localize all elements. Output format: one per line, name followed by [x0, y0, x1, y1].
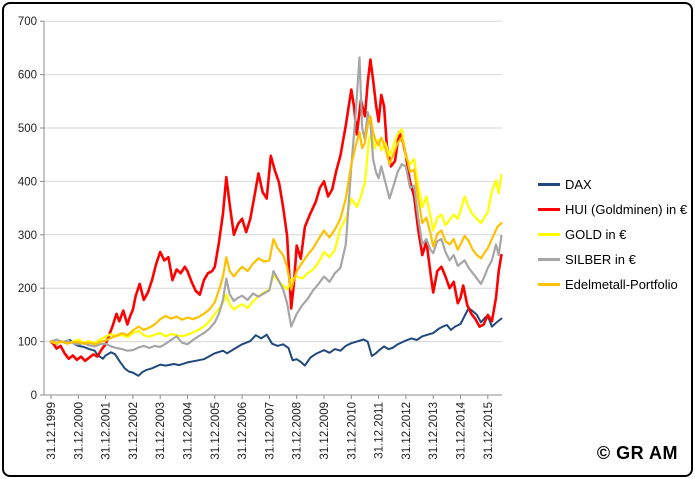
series-line-gold-in	[49, 127, 503, 345]
series-line-edelmetall-portfolio	[49, 115, 503, 346]
legend-label: Edelmetall-Portfolio	[565, 277, 678, 292]
x-axis-tick-label: 31.12.2004	[183, 401, 195, 459]
legend-item-hui-goldminen-in: HUI (Goldminen) in €	[538, 203, 687, 216]
copyright-label: © GR AM	[596, 443, 678, 463]
y-axis-tick-label: 600	[18, 70, 37, 82]
x-axis-tick-label: 31.12.2013	[428, 402, 440, 460]
x-axis-tick-label: 31.12.2001	[101, 402, 113, 460]
series-line-hui-goldminen-in	[49, 58, 503, 363]
line-chart: 0 100 200 300 400 500 600 700 31.12.1999 31.12.20…	[18, 16, 503, 460]
legend-item-gold-in: GOLD in €	[538, 228, 687, 241]
y-axis-tick-label: 100	[18, 337, 37, 349]
y-axis-tick-label: 400	[18, 176, 37, 188]
series-line-silber-in	[49, 56, 503, 352]
y-axis-tick-label: 200	[18, 283, 37, 295]
x-axis-tick-label: 31.12.2003	[155, 402, 167, 460]
x-axis-tick-label: 31.12.1999	[46, 402, 58, 460]
x-axis-tick-label: 31.12.2010	[346, 402, 358, 460]
x-axis-tick-label: 31.12.2014	[456, 401, 468, 459]
series-line-dax	[50, 307, 503, 377]
legend-item-dax: DAX	[538, 178, 687, 191]
y-axis-tick-label: 0	[31, 390, 37, 402]
x-axis-tick-label: 31.12.2012	[401, 402, 413, 460]
x-axis-tick-label: 31.12.2000	[73, 402, 85, 460]
legend-swatch-hui-goldminen-in	[538, 208, 560, 211]
legend: DAX HUI (Goldminen) in € GOLD in € SILBER i…	[538, 178, 687, 291]
x-axis-tick-label: 31.12.2015	[483, 402, 495, 460]
legend-label: SILBER in €	[565, 252, 636, 267]
y-axis-tick-label: 300	[18, 230, 37, 242]
legend-item-edelmetall-portfolio: Edelmetall-Portfolio	[538, 278, 687, 291]
x-axis-tick-label: 31.12.2002	[128, 402, 140, 460]
x-axis-tick-label: 31.12.2011	[374, 402, 386, 459]
legend-swatch-dax	[538, 183, 560, 186]
legend-swatch-edelmetall-portfolio	[538, 283, 560, 286]
x-axis-tick-label: 31.12.2009	[319, 402, 331, 460]
legend-label: GOLD in €	[565, 227, 627, 242]
x-axis-tick-label: 31.12.2008	[292, 402, 304, 460]
y-axis-tick-label: 700	[18, 16, 37, 28]
legend-item-silber-in: SILBER in €	[538, 253, 687, 266]
legend-swatch-gold-in	[538, 233, 560, 236]
legend-label: HUI (Goldminen) in €	[565, 202, 688, 217]
x-axis-tick-label: 31.12.2005	[210, 402, 222, 460]
legend-label: DAX	[565, 177, 592, 192]
y-axis-tick-label: 500	[18, 123, 37, 135]
x-axis-tick-label: 31.12.2006	[237, 402, 249, 460]
legend-swatch-silber-in	[538, 258, 560, 261]
x-axis-tick-label: 31.12.2007	[264, 402, 276, 460]
